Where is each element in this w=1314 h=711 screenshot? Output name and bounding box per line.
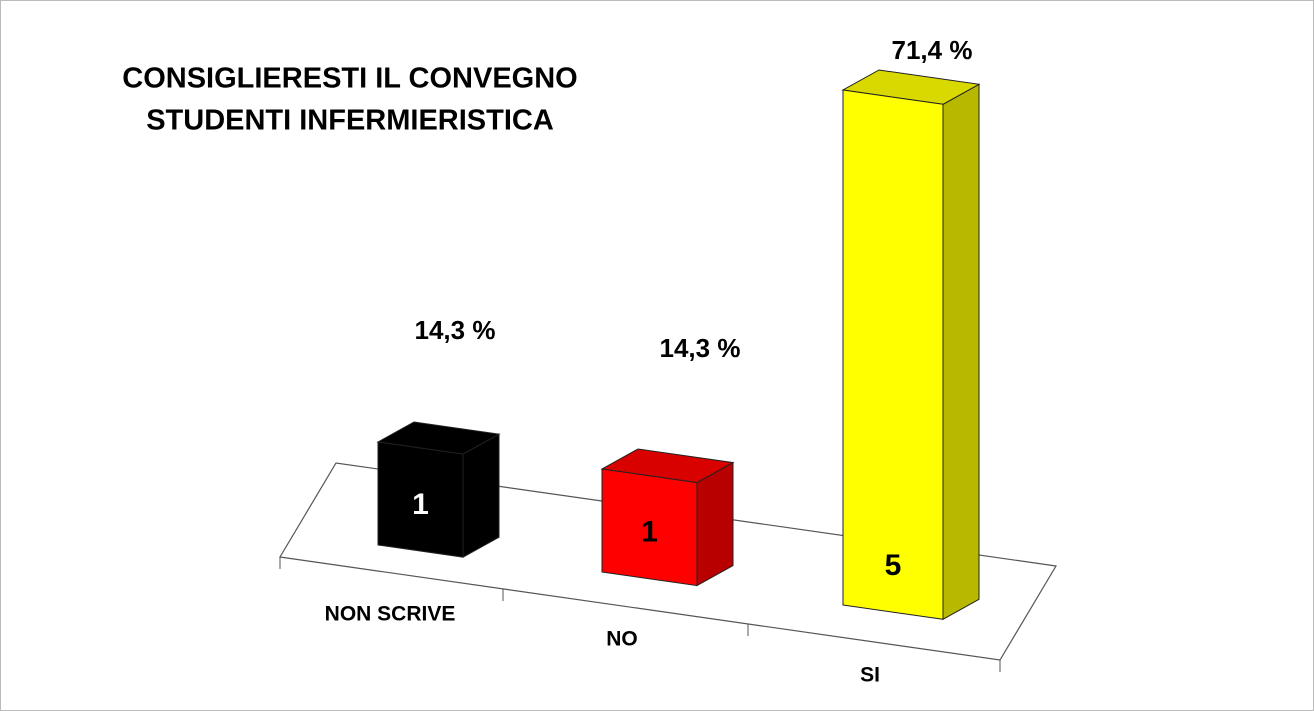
bar-side xyxy=(942,83,980,621)
value-label: 5 xyxy=(885,549,902,582)
percent-label: 14,3 % xyxy=(660,333,741,363)
percent-label: 14,3 % xyxy=(415,315,496,345)
percent-label: 71,4 % xyxy=(892,35,973,65)
value-label: 1 xyxy=(412,488,429,521)
chart-title: STUDENTI INFERMIERISTICA xyxy=(146,105,554,137)
category-label: NO xyxy=(606,628,638,651)
bar xyxy=(601,468,698,587)
bar xyxy=(377,441,464,558)
value-label: 1 xyxy=(641,516,658,549)
bar-side xyxy=(462,433,500,559)
bar xyxy=(842,89,944,620)
chart-title: CONSIGLIERESTI IL CONVEGNO xyxy=(122,63,577,95)
bar-side xyxy=(696,461,734,587)
category-label: SI xyxy=(860,664,880,687)
category-label: NON SCRIVE xyxy=(325,603,456,626)
